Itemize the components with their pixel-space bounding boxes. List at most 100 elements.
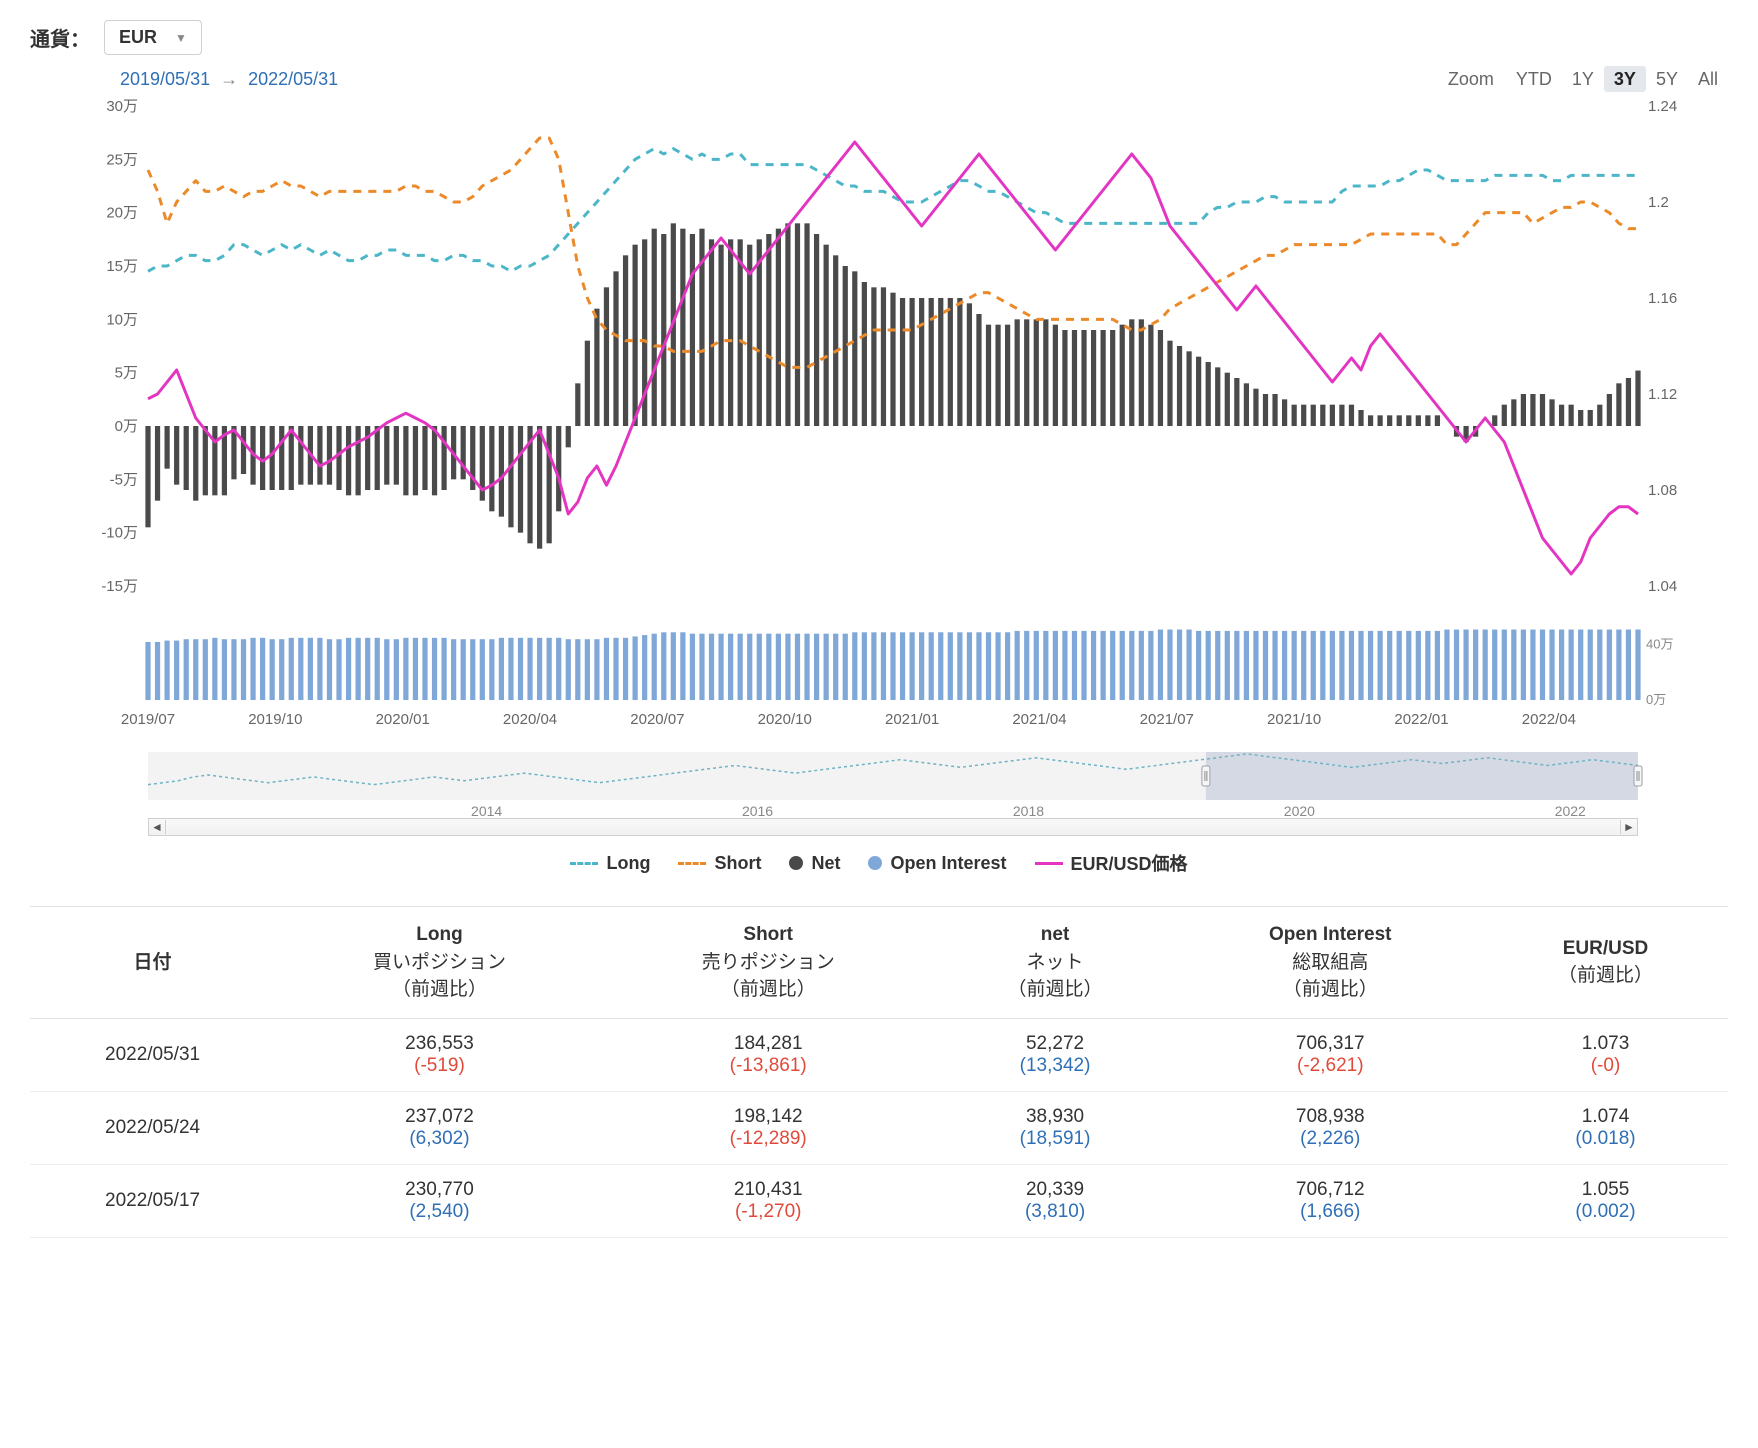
svg-text:25万: 25万 xyxy=(106,151,138,168)
main-chart[interactable]: -15万-10万-5万0万5万10万15万20万25万30万1.041.081.… xyxy=(30,96,1728,616)
legend-price[interactable]: EUR/USD価格 xyxy=(1035,850,1188,876)
svg-text:-10万: -10万 xyxy=(101,525,138,542)
svg-text:10万: 10万 xyxy=(106,311,138,328)
svg-text:2018: 2018 xyxy=(1013,803,1044,818)
svg-text:2016: 2016 xyxy=(742,803,773,818)
currency-label: 通貨： xyxy=(30,23,90,52)
svg-text:40万: 40万 xyxy=(1646,637,1673,652)
svg-text:2020/07: 2020/07 xyxy=(630,711,684,728)
zoom-btn-all[interactable]: All xyxy=(1688,66,1728,92)
cell-0-4: 706,317(-2,621) xyxy=(1178,1018,1484,1091)
open-interest-chart[interactable]: 0万 40万 2019/07 2019/10 2020/01 2020/04 2020/07… xyxy=(30,620,1728,730)
cell-0-5: 1.073(-0) xyxy=(1483,1018,1728,1091)
date-to: 2022/05/31 xyxy=(248,69,338,90)
legend-net[interactable]: Net xyxy=(789,853,840,874)
svg-text:1.2: 1.2 xyxy=(1648,194,1669,211)
cell-1-0: 2022/05/24 xyxy=(30,1091,275,1164)
legend-label: Net xyxy=(811,853,840,874)
svg-text:2021/10: 2021/10 xyxy=(1267,711,1321,728)
page-root: 通貨： EUR ▼ 2019/05/31 → 2022/05/31 Zoom Y… xyxy=(0,0,1758,1268)
legend-swatch xyxy=(678,862,706,865)
table-row: 2022/05/17230,770(2,540)210,431(-1,270)2… xyxy=(30,1164,1728,1237)
zoom-btn-1y[interactable]: 1Y xyxy=(1562,66,1604,92)
svg-text:30万: 30万 xyxy=(106,98,138,115)
chart-legend: Long Short Net Open Interest EUR/USD価格 xyxy=(30,850,1728,876)
date-range[interactable]: 2019/05/31 → 2022/05/31 xyxy=(120,69,338,90)
navigator-scrollbar[interactable]: ◄ ► xyxy=(148,818,1638,836)
legend-long[interactable]: Long xyxy=(570,853,650,874)
legend-swatch xyxy=(1035,862,1063,865)
legend-label: EUR/USD価格 xyxy=(1071,850,1188,876)
svg-text:2020/01: 2020/01 xyxy=(376,711,430,728)
legend-label: Long xyxy=(606,853,650,874)
legend-label: Short xyxy=(714,853,761,874)
svg-text:2021/01: 2021/01 xyxy=(885,711,939,728)
zoom-controls: Zoom YTD1Y3Y5YAll xyxy=(1448,69,1728,90)
scroll-right-icon[interactable]: ► xyxy=(1620,820,1637,834)
svg-text:2020: 2020 xyxy=(1284,803,1315,818)
col-header-0: 日付 xyxy=(30,907,275,1019)
svg-text:2021/07: 2021/07 xyxy=(1140,711,1194,728)
range-row: 2019/05/31 → 2022/05/31 Zoom YTD1Y3Y5YAl… xyxy=(30,69,1728,96)
currency-row: 通貨： EUR ▼ xyxy=(30,20,1728,55)
svg-text:2019/07: 2019/07 xyxy=(121,711,175,728)
legend-short[interactable]: Short xyxy=(678,853,761,874)
svg-text:2019/10: 2019/10 xyxy=(248,711,302,728)
svg-text:2022: 2022 xyxy=(1555,803,1586,818)
legend-swatch xyxy=(868,856,882,870)
col-header-3: netネット（前週比） xyxy=(933,907,1178,1019)
svg-text:1.24: 1.24 xyxy=(1648,98,1677,115)
cell-2-4: 706,712(1,666) xyxy=(1178,1164,1484,1237)
svg-text:2021/04: 2021/04 xyxy=(1012,711,1066,728)
svg-text:1.08: 1.08 xyxy=(1648,482,1677,499)
svg-text:2020/04: 2020/04 xyxy=(503,711,557,728)
svg-text:1.04: 1.04 xyxy=(1648,578,1677,595)
svg-text:-15万: -15万 xyxy=(101,578,138,595)
cell-0-3: 52,272(13,342) xyxy=(933,1018,1178,1091)
svg-text:1.12: 1.12 xyxy=(1648,386,1677,403)
col-header-1: Long買いポジション（前週比） xyxy=(275,907,604,1019)
data-table: 日付Long買いポジション（前週比）Short売りポジション（前週比）netネッ… xyxy=(30,906,1728,1238)
svg-text:15万: 15万 xyxy=(106,258,138,275)
chevron-down-icon: ▼ xyxy=(175,31,187,45)
legend-swatch xyxy=(789,856,803,870)
zoom-btn-3y[interactable]: 3Y xyxy=(1604,66,1646,92)
svg-text:-5万: -5万 xyxy=(110,471,138,488)
col-header-2: Short売りポジション（前週比） xyxy=(604,907,933,1019)
cell-2-0: 2022/05/17 xyxy=(30,1164,275,1237)
cell-1-1: 237,072(6,302) xyxy=(275,1091,604,1164)
svg-text:20万: 20万 xyxy=(106,205,138,222)
zoom-btn-ytd[interactable]: YTD xyxy=(1506,66,1562,92)
col-header-5: EUR/USD（前週比） xyxy=(1483,907,1728,1019)
arrow-icon: → xyxy=(220,69,238,90)
cell-1-2: 198,142(-12,289) xyxy=(604,1091,933,1164)
cell-0-2: 184,281(-13,861) xyxy=(604,1018,933,1091)
svg-text:2022/04: 2022/04 xyxy=(1522,711,1576,728)
cell-2-5: 1.055(0.002) xyxy=(1483,1164,1728,1237)
legend-oi[interactable]: Open Interest xyxy=(868,853,1006,874)
currency-select[interactable]: EUR ▼ xyxy=(104,20,202,55)
date-from: 2019/05/31 xyxy=(120,69,210,90)
svg-text:1.16: 1.16 xyxy=(1648,290,1677,307)
legend-label: Open Interest xyxy=(890,853,1006,874)
cell-2-1: 230,770(2,540) xyxy=(275,1164,604,1237)
cell-1-3: 38,930(18,591) xyxy=(933,1091,1178,1164)
table-row: 2022/05/31236,553(-519)184,281(-13,861)5… xyxy=(30,1018,1728,1091)
zoom-label: Zoom xyxy=(1448,69,1494,90)
cell-2-2: 210,431(-1,270) xyxy=(604,1164,933,1237)
col-header-4: Open Interest総取組高（前週比） xyxy=(1178,907,1484,1019)
svg-text:0万: 0万 xyxy=(115,418,138,435)
currency-selected: EUR xyxy=(119,27,157,48)
zoom-btn-5y[interactable]: 5Y xyxy=(1646,66,1688,92)
cell-0-0: 2022/05/31 xyxy=(30,1018,275,1091)
svg-text:2022/01: 2022/01 xyxy=(1394,711,1448,728)
cell-0-1: 236,553(-519) xyxy=(275,1018,604,1091)
table-row: 2022/05/24237,072(6,302)198,142(-12,289)… xyxy=(30,1091,1728,1164)
svg-text:2020/10: 2020/10 xyxy=(758,711,812,728)
svg-text:0万: 0万 xyxy=(1646,692,1666,707)
scroll-left-icon[interactable]: ◄ xyxy=(149,820,166,834)
navigator-chart[interactable]: 2014 2016 2018 2020 2022 xyxy=(30,748,1728,818)
cell-1-5: 1.074(0.018) xyxy=(1483,1091,1728,1164)
cell-2-3: 20,339(3,810) xyxy=(933,1164,1178,1237)
svg-text:2014: 2014 xyxy=(471,803,502,818)
